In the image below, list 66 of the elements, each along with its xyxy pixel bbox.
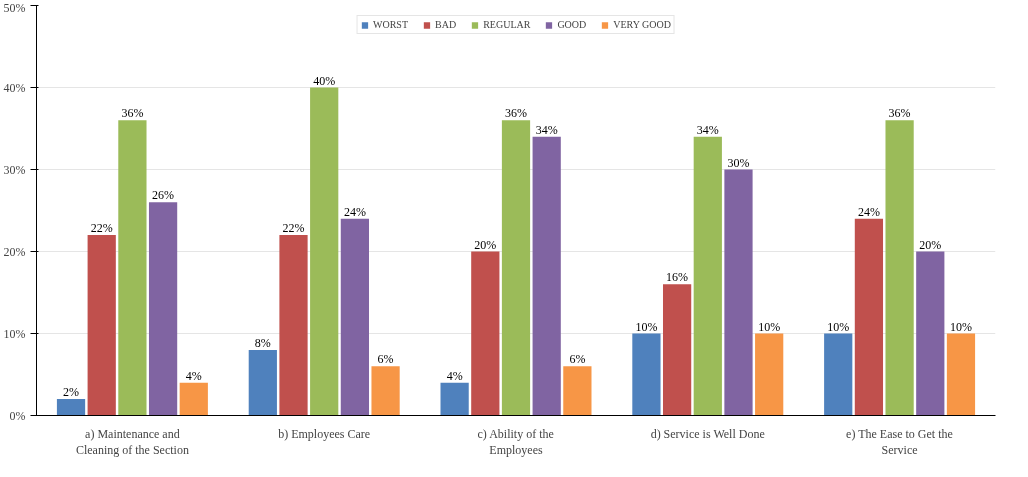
data-label: 34% <box>535 122 558 137</box>
bar <box>279 235 308 416</box>
data-label: 20% <box>919 237 942 252</box>
bar <box>563 366 592 416</box>
data-label: 10% <box>758 319 781 334</box>
bar <box>885 120 914 416</box>
data-label: 36% <box>505 106 527 121</box>
x-tick-label: d) Service is Well Done <box>650 426 765 441</box>
bar <box>946 333 976 416</box>
y-tick-label: 30% <box>3 162 26 177</box>
x-tick-label: b) Employees Care <box>278 426 371 441</box>
data-label: 4% <box>185 368 202 383</box>
data-label: 6% <box>377 352 394 367</box>
bar <box>663 284 692 416</box>
bar <box>471 251 500 416</box>
bar <box>248 349 277 416</box>
data-label: 2% <box>63 385 80 400</box>
legend-label: GOOD <box>557 19 587 30</box>
y-tick-label: 40% <box>3 80 26 95</box>
data-label: 36% <box>121 106 144 121</box>
bar <box>724 169 753 416</box>
bar <box>693 136 722 416</box>
bar <box>87 235 116 416</box>
bar <box>854 218 884 416</box>
data-label: 22% <box>90 221 113 236</box>
y-tick-label: 10% <box>3 326 26 341</box>
bar <box>755 333 784 416</box>
data-label: 36% <box>888 106 911 121</box>
legend-label: BAD <box>435 19 457 30</box>
bar <box>56 399 86 416</box>
data-label: 24% <box>343 204 366 219</box>
bar <box>824 333 853 416</box>
bar <box>371 366 400 416</box>
data-label: 6% <box>569 352 586 367</box>
data-label: 10% <box>635 319 658 334</box>
x-tick-label: e) The Ease to Get the Service <box>846 426 953 458</box>
bar <box>340 218 369 416</box>
y-tick-label: 20% <box>3 244 26 259</box>
bar <box>501 120 531 416</box>
data-label: 10% <box>827 319 850 334</box>
bar <box>179 382 208 416</box>
bar <box>440 382 469 416</box>
bar <box>310 87 339 416</box>
data-label: 34% <box>696 122 719 137</box>
data-label: 26% <box>152 188 175 203</box>
x-tick-label: c) Ability of the Employees <box>477 426 554 458</box>
legend-label: WORST <box>373 19 409 30</box>
bar <box>632 333 661 416</box>
data-label: 30% <box>727 155 750 170</box>
bar <box>916 251 945 416</box>
legend-label: VERY GOOD <box>613 19 671 30</box>
bar <box>118 120 147 416</box>
data-label: 24% <box>857 204 880 219</box>
bar <box>148 202 178 416</box>
data-label: 10% <box>949 319 972 334</box>
x-tick-label: a) Maintenance and Cleaning of the Section <box>75 426 189 458</box>
data-label: 8% <box>254 335 271 350</box>
bar <box>532 136 561 416</box>
data-label: 16% <box>666 270 689 285</box>
data-label: 20% <box>474 237 497 252</box>
y-tick-label: 50% <box>3 0 26 15</box>
data-label: 40% <box>313 73 336 88</box>
data-label: 22% <box>282 221 305 236</box>
legend-label: REGULAR <box>483 19 531 30</box>
data-label: 4% <box>446 368 463 383</box>
y-tick-label: 0% <box>9 408 26 423</box>
